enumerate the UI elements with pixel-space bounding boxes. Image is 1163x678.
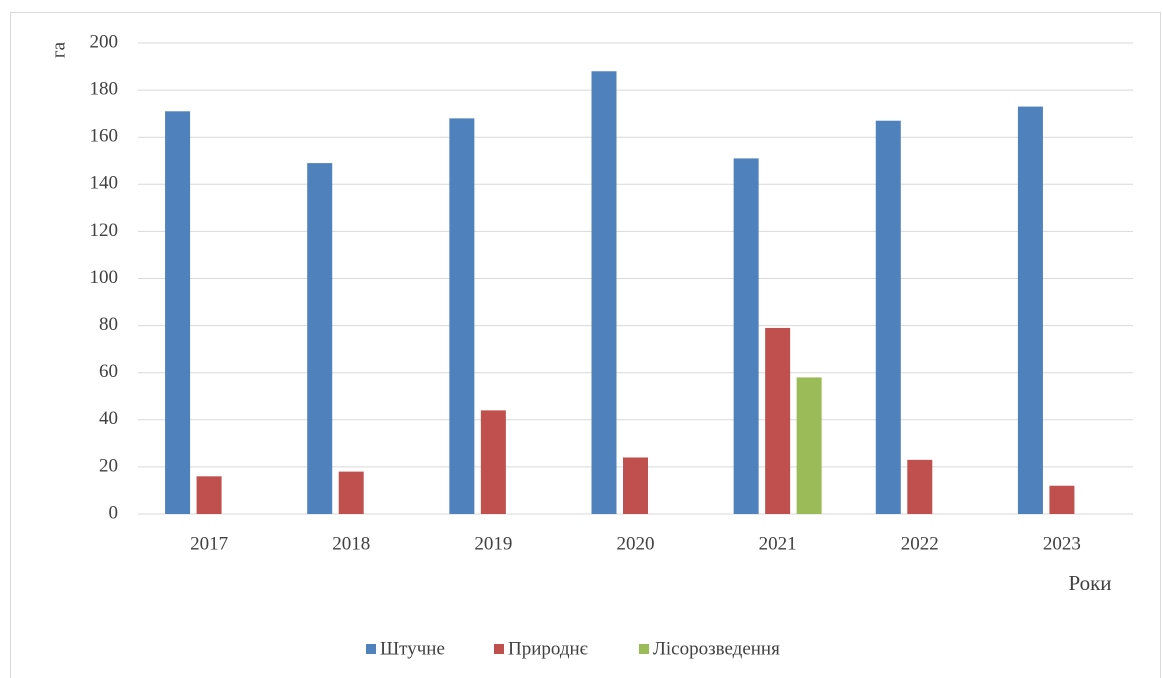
legend-swatch [639, 644, 649, 654]
bar [1049, 485, 1075, 514]
legend-swatch [366, 644, 376, 654]
bar [165, 111, 191, 515]
x-tick-label: 2018 [332, 533, 370, 554]
bar [449, 118, 475, 515]
x-tick-label: 2017 [190, 533, 228, 554]
bar [765, 327, 791, 514]
y-tick-label: 160 [90, 126, 119, 147]
y-tick-label: 20 [99, 455, 118, 476]
y-tick-label: 60 [99, 361, 118, 382]
x-tick-label: 2021 [759, 533, 797, 554]
x-tick-label: 2019 [474, 533, 512, 554]
bar [338, 471, 364, 514]
y-tick-label: 140 [90, 173, 119, 194]
y-tick-label: 0 [109, 502, 119, 523]
y-axis-label: га [48, 41, 69, 58]
y-tick-label: 120 [90, 220, 119, 241]
y-tick-label: 100 [90, 267, 119, 288]
y-tick-label: 200 [90, 31, 119, 52]
x-tick-label: 2022 [901, 533, 939, 554]
y-tick-label: 80 [99, 314, 118, 335]
bar [1017, 106, 1043, 515]
legend-label: Природнє [508, 638, 588, 659]
bar [591, 71, 617, 514]
bar [196, 476, 222, 514]
bar [796, 377, 822, 514]
bar [480, 410, 506, 514]
bar [907, 459, 933, 514]
chart-frame [10, 12, 1161, 678]
bar [307, 163, 333, 515]
y-tick-label: 180 [90, 78, 119, 99]
legend-swatch [494, 644, 504, 654]
x-tick-label: 2020 [617, 533, 655, 554]
bar [875, 120, 901, 514]
x-axis-label: Роки [1068, 571, 1111, 595]
bar [733, 158, 759, 514]
y-tick-label: 40 [99, 408, 118, 429]
legend-label: Лісорозведення [653, 638, 780, 659]
x-tick-label: 2023 [1043, 533, 1081, 554]
legend-label: Штучне [380, 638, 445, 659]
bar [623, 457, 648, 514]
